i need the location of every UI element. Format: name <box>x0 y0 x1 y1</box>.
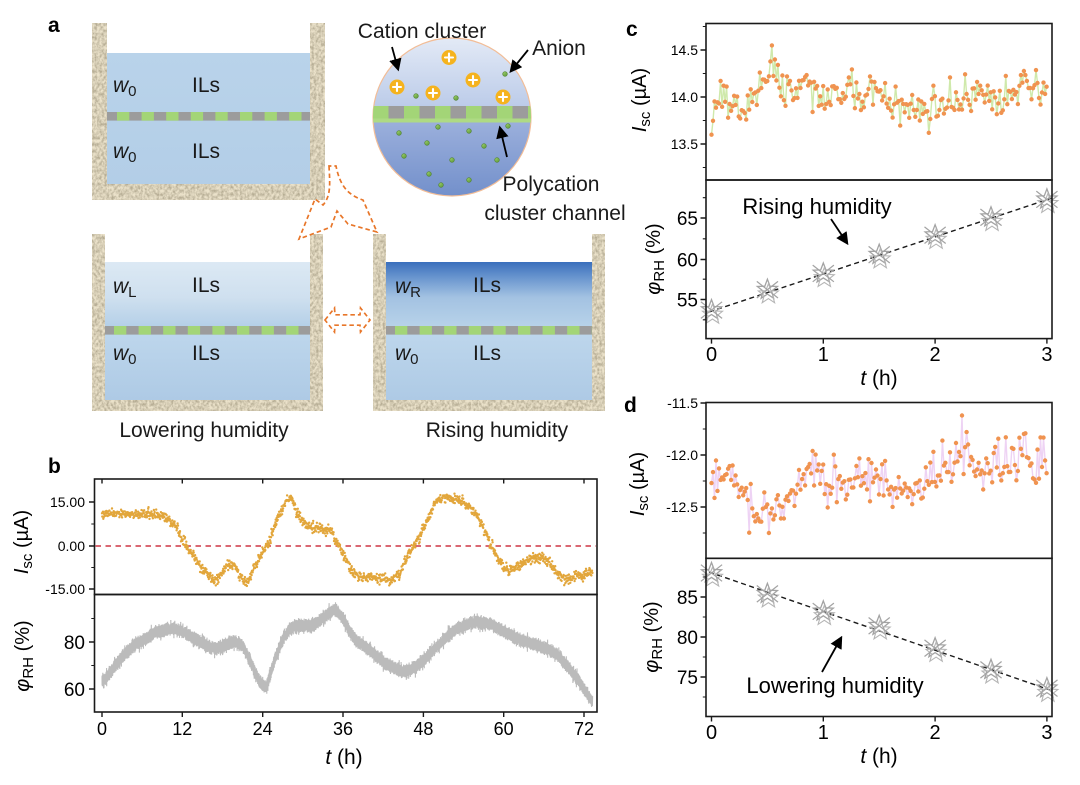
svg-text:75: 75 <box>677 668 698 689</box>
svg-text:Lowering humidity: Lowering humidity <box>746 673 923 698</box>
svg-text:Rising humidity: Rising humidity <box>426 419 569 442</box>
svg-text:ILs: ILs <box>473 342 501 365</box>
svg-text:t (h): t (h) <box>325 746 362 769</box>
svg-text:14.0: 14.0 <box>671 89 698 105</box>
svg-text:Lowering humidity: Lowering humidity <box>119 419 289 442</box>
svg-text:ILs: ILs <box>192 140 220 163</box>
svg-text:14.5: 14.5 <box>671 42 698 58</box>
svg-text:Anion: Anion <box>532 37 586 60</box>
svg-text:36: 36 <box>333 719 353 739</box>
svg-text:-15.00: -15.00 <box>45 581 85 597</box>
svg-text:Isc (µA): Isc (µA) <box>627 452 652 516</box>
svg-text:65: 65 <box>677 209 698 230</box>
svg-text:60: 60 <box>64 680 85 701</box>
svg-text:2: 2 <box>930 344 941 366</box>
svg-text:1: 1 <box>818 344 829 366</box>
svg-text:0.00: 0.00 <box>58 538 85 554</box>
svg-text:0: 0 <box>706 344 717 366</box>
svg-text:t (h): t (h) <box>860 745 897 768</box>
svg-text:d: d <box>624 394 637 417</box>
svg-text:cluster channel: cluster channel <box>484 202 625 225</box>
svg-text:ILs: ILs <box>192 342 220 365</box>
svg-text:t (h): t (h) <box>860 367 897 390</box>
svg-text:48: 48 <box>413 719 433 739</box>
svg-text:80: 80 <box>64 633 85 654</box>
svg-text:2: 2 <box>930 722 941 744</box>
svg-text:ILs: ILs <box>192 74 220 97</box>
svg-text:Isc (µA): Isc (µA) <box>11 510 36 574</box>
svg-text:3: 3 <box>1041 344 1052 366</box>
svg-text:Rising humidity: Rising humidity <box>742 194 891 219</box>
svg-text:b: b <box>48 455 61 478</box>
svg-text:80: 80 <box>677 628 698 649</box>
svg-text:Isc (µA): Isc (µA) <box>629 68 654 132</box>
svg-text:15.00: 15.00 <box>50 494 85 510</box>
svg-text:a: a <box>48 14 60 37</box>
svg-text:φRH (%): φRH (%) <box>643 223 668 294</box>
svg-text:72: 72 <box>574 719 594 739</box>
svg-text:φRH (%): φRH (%) <box>12 620 37 691</box>
svg-text:12: 12 <box>172 719 192 739</box>
svg-text:85: 85 <box>677 588 698 609</box>
svg-text:13.5: 13.5 <box>671 136 698 152</box>
svg-text:60: 60 <box>677 251 698 272</box>
svg-text:1: 1 <box>818 722 829 744</box>
svg-text:ILs: ILs <box>192 274 220 297</box>
svg-text:55: 55 <box>677 291 698 312</box>
svg-text:0: 0 <box>97 719 107 739</box>
svg-text:Cation cluster: Cation cluster <box>358 20 486 43</box>
svg-text:0: 0 <box>706 722 717 744</box>
svg-text:-12.5: -12.5 <box>666 499 698 515</box>
svg-text:-11.5: -11.5 <box>667 395 698 411</box>
svg-text:ILs: ILs <box>473 274 501 297</box>
svg-text:3: 3 <box>1041 722 1052 744</box>
svg-text:-12.0: -12.0 <box>666 447 698 463</box>
svg-text:φRH (%): φRH (%) <box>641 601 666 672</box>
svg-text:c: c <box>626 18 638 41</box>
svg-text:24: 24 <box>253 719 273 739</box>
svg-text:60: 60 <box>494 719 514 739</box>
svg-text:Polycation: Polycation <box>503 173 600 196</box>
